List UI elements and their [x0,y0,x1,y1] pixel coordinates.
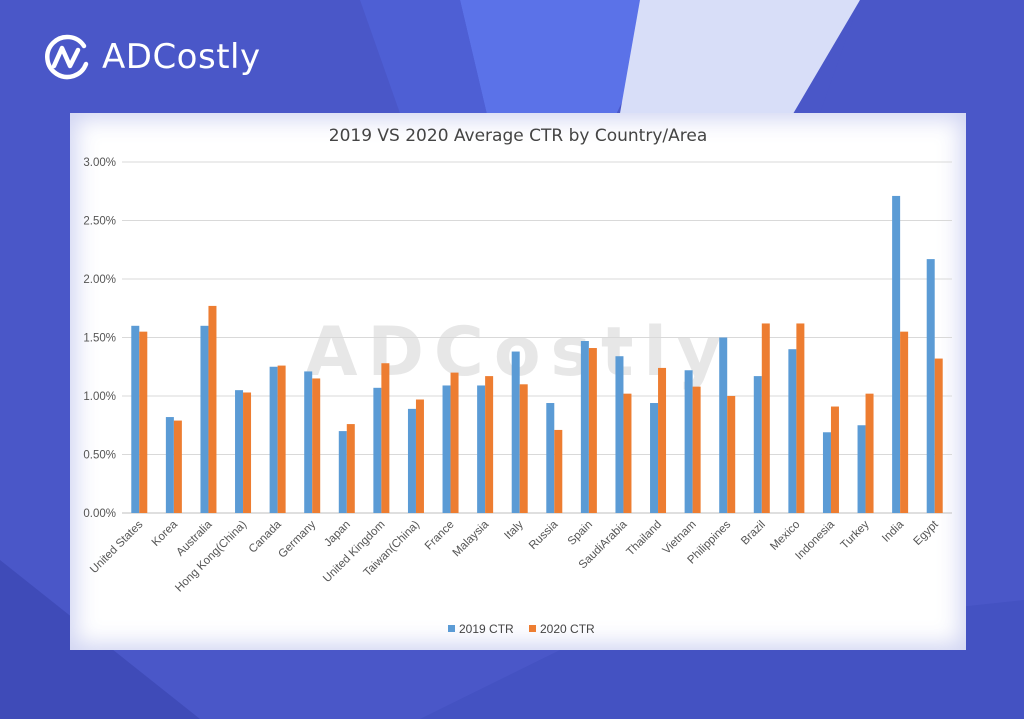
bar-2020 [450,372,459,513]
bar-2020 [346,424,355,513]
x-category-label: Egypt [912,518,942,548]
x-category-label: Italy [502,518,526,542]
bar-2020 [796,323,805,513]
bar-2019 [407,408,416,513]
bar-2020 [381,363,390,513]
bar-2019 [165,417,174,513]
bar-2019 [822,432,831,513]
x-category-label: United States [88,518,145,575]
y-tick-label: 3.00% [83,157,116,169]
y-tick-label: 2.50% [83,216,116,228]
brand-name: ADCostly [102,37,261,77]
adcostly-logo-icon [45,34,89,80]
x-category-label: United Kingdom [321,519,387,585]
bar-2019 [235,390,244,513]
bar-2020 [554,429,563,513]
bar-2019 [753,376,762,513]
bar-2020 [900,331,909,513]
bar-2019 [719,337,728,513]
x-category-label: Japan [322,519,353,550]
y-tick-label: 0.50% [83,450,116,462]
bar-2020 [485,376,494,513]
bar-2019 [926,259,935,513]
bar-2020 [243,392,252,513]
bar-2020 [934,358,943,513]
x-category-label: Spain [566,519,595,548]
y-tick-label: 0.00% [83,508,116,520]
bar-2020 [865,393,874,513]
x-category-label: Germany [276,518,318,560]
x-category-label: Malaysia [451,518,492,559]
bar-2020 [519,384,528,513]
chart-card: ADCostly 2019 VS 2020 Average CTR by Cou… [70,113,966,650]
legend-swatch [529,625,536,632]
bar-2019 [857,425,866,513]
bar-2020 [761,323,770,513]
bar-2020 [623,393,632,513]
bar-2019 [477,385,486,513]
bar-2019 [338,431,347,513]
bar-2019 [684,370,693,513]
bar-2019 [788,349,797,513]
brand: ADCostly [42,32,261,82]
chart-title: 2019 VS 2020 Average CTR by Country/Area [329,126,707,146]
bar-2019 [373,387,382,513]
legend-swatch [448,625,455,632]
bar-2020 [692,386,701,513]
bar-2019 [304,371,313,513]
x-category-label: France [423,519,457,553]
bar-2020 [173,420,182,513]
bar-2019 [442,385,451,513]
bar-2019 [580,341,589,513]
bar-2019 [200,325,209,513]
x-category-label: India [880,518,907,545]
bar-2019 [615,356,624,513]
x-category-label: Brazil [739,519,768,548]
bar-2020 [658,367,667,513]
bar-chart: 2019 VS 2020 Average CTR by Country/Area… [83,126,952,636]
y-tick-label: 2.00% [83,274,116,286]
bar-2019 [511,351,520,513]
y-tick-label: 1.00% [83,391,116,403]
bar-2020 [588,348,597,513]
bar-2020 [830,406,839,513]
bar-2019 [650,403,659,513]
bar-2020 [277,365,286,513]
bar-2019 [269,366,278,513]
bar-2019 [131,325,140,513]
x-category-label: Turkey [839,518,872,551]
bar-2019 [892,195,901,513]
bar-2019 [546,403,555,513]
x-category-label: Thailand [624,519,664,559]
bar-2020 [139,331,148,513]
bar-2020 [727,396,736,513]
bar-2020 [208,305,217,513]
x-category-label: Mexico [768,519,802,553]
bar-2020 [415,399,424,513]
x-category-label: Korea [150,518,181,549]
legend-label: 2020 CTR [540,622,595,636]
x-category-label: Russia [527,518,561,552]
y-tick-label: 1.50% [83,333,116,345]
bar-2020 [312,378,321,513]
legend-label: 2019 CTR [459,622,514,636]
